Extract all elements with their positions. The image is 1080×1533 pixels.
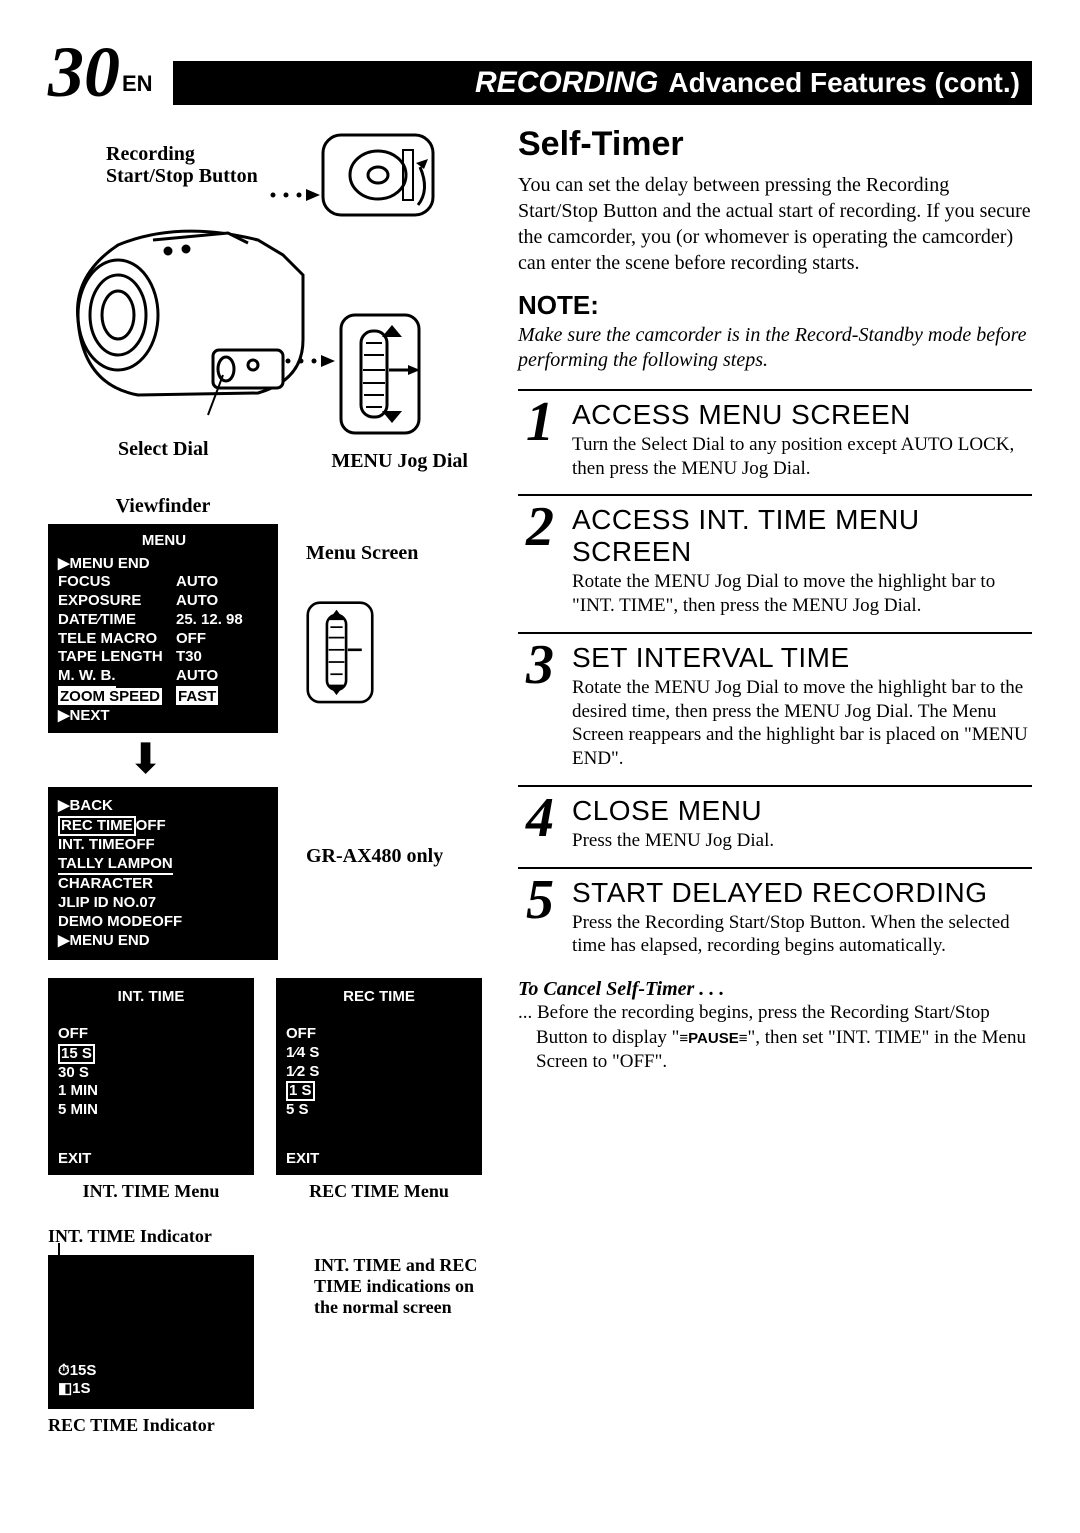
int-menu-exit: EXIT <box>58 1150 244 1169</box>
step-title: ACCESS MENU SCREEN <box>572 399 1032 431</box>
step-title: SET INTERVAL TIME <box>572 642 1032 674</box>
indicator-tick <box>58 1243 60 1255</box>
menu-row: ▶MENU END <box>58 555 270 574</box>
viewfinder-label: Viewfinder <box>48 495 278 518</box>
step: 2ACCESS INT. TIME MENU SCREENRotate the … <box>518 494 1032 632</box>
header-recording: RECORDING <box>475 66 658 100</box>
rec-menu-exit: EXIT <box>286 1150 472 1169</box>
grax-label: GR-AX480 only <box>306 845 443 868</box>
step-title: ACCESS INT. TIME MENU SCREEN <box>572 504 1032 568</box>
step: 5 START DELAYED RECORDINGPress the Record… <box>518 867 1032 973</box>
menu-jog-label: MENU Jog Dial <box>308 450 468 473</box>
step-number: 1 <box>518 399 562 481</box>
step-number: 2 <box>518 504 562 618</box>
menu-item: OFF <box>286 1025 472 1044</box>
step-text: Turn the Select Dial to any position exc… <box>572 433 1032 481</box>
rec-button-label: Recording Start/Stop Button <box>106 143 276 187</box>
menu-row: M. W. B.AUTO <box>58 667 270 688</box>
menu-item: 1 S <box>286 1081 472 1101</box>
rec-time-menu-caption: REC TIME Menu <box>276 1181 482 1202</box>
arrow-down-icon: ⬇ <box>48 739 478 781</box>
step: 4 CLOSE MENUPress the MENU Jog Dial. <box>518 785 1032 867</box>
camcorder-diagram: Recording Start/Stop Button <box>48 125 468 465</box>
cancel-body: ... Before the recording begins, press t… <box>518 1001 1032 1075</box>
page-number: 30 <box>48 40 120 105</box>
header-bar: RECORDING Advanced Features (cont.) <box>173 61 1032 105</box>
menu-screen-2: ▶BACKREC TIMEOFFINT. TIMEOFFTALLY LAMPON… <box>48 787 278 960</box>
menu-row: TALLY LAMPON <box>58 855 268 876</box>
menu-screen-label: Menu Screen <box>306 542 418 565</box>
select-dial-label: Select Dial <box>118 438 209 461</box>
int-time-menu: INT. TIME OFF15 S30 S1 MIN5 MIN EXIT <box>48 978 254 1174</box>
menu-item: 15 S <box>58 1044 244 1064</box>
menu-row: ▶BACK <box>58 797 268 816</box>
indicator-screen: ⏱15S ◧1S <box>48 1255 254 1409</box>
step-text: Rotate the MENU Jog Dial to move the hig… <box>572 570 1032 618</box>
step-text: Press the Recording Start/Stop Button. W… <box>572 911 1032 959</box>
self-timer-body: You can set the delay between pressing t… <box>518 172 1032 276</box>
int-time-menu-caption: INT. TIME Menu <box>48 1181 254 1202</box>
int-time-indicator-label: INT. TIME Indicator <box>48 1226 478 1247</box>
menu-item: 30 S <box>58 1064 244 1083</box>
menu-item: 1⁄4 S <box>286 1044 472 1063</box>
step-number: 3 <box>518 642 562 771</box>
self-timer-heading: Self-Timer <box>518 125 1032 164</box>
menu-row: TELE MACROOFF <box>58 630 270 649</box>
menu-row: FOCUSAUTO <box>58 573 270 592</box>
step-number: 4 <box>518 795 562 853</box>
step-number: 5 <box>518 877 562 959</box>
int-menu-title: INT. TIME <box>58 988 244 1007</box>
step-title: CLOSE MENU <box>572 795 1032 827</box>
jog-dial-small-icon <box>306 601 374 704</box>
menu-row: TAPE LENGTHT30 <box>58 648 270 667</box>
menu-row: ▶NEXT <box>58 707 270 726</box>
menu-row: ZOOM SPEEDFAST <box>58 688 270 707</box>
note-body: Make sure the camcorder is in the Record… <box>518 323 1032 373</box>
menu-row: JLIP ID NO.07 <box>58 894 268 913</box>
note-heading: NOTE: <box>518 290 1032 321</box>
pause-symbol: ≡PAUSE≡ <box>679 1030 747 1047</box>
indicator-line1: ⏱15S <box>58 1362 96 1379</box>
menu-row: REC TIMEOFF <box>58 816 268 836</box>
menu-item: 1 MIN <box>58 1082 244 1101</box>
menu-item: 5 MIN <box>58 1101 244 1120</box>
rec-time-indicator-label: REC TIME Indicator <box>48 1415 478 1436</box>
menu-screen-1: MENU ▶MENU ENDFOCUSAUTOEXPOSUREAUTODATE⁄… <box>48 524 278 734</box>
menu-row: CHARACTER <box>58 875 268 894</box>
menu1-title: MENU <box>58 532 270 551</box>
indicator-line2: ◧1S <box>58 1379 96 1397</box>
menu-row: EXPOSUREAUTO <box>58 592 270 611</box>
step: 1 ACCESS MENU SCREENTurn the Select Dial … <box>518 389 1032 495</box>
page-lang: EN <box>120 71 153 105</box>
menu-row: ▶MENU END <box>58 932 268 951</box>
step-text: Press the MENU Jog Dial. <box>572 829 1032 853</box>
cancel-heading: To Cancel Self-Timer . . . <box>518 978 1032 1001</box>
step-title: START DELAYED RECORDING <box>572 877 1032 909</box>
menu-row: DATE⁄TIME25. 12. 98 <box>58 611 270 630</box>
rec-menu-title: REC TIME <box>286 988 472 1007</box>
step: 3 SET INTERVAL TIMERotate the MENU Jog Di… <box>518 632 1032 785</box>
menu-row: INT. TIMEOFF <box>58 836 268 855</box>
menu-item: OFF <box>58 1025 244 1044</box>
indicator-side-text: INT. TIME and REC TIME indications on th… <box>314 1255 478 1318</box>
menu-item: 1⁄2 S <box>286 1063 472 1082</box>
header-advanced: Advanced Features (cont.) <box>668 67 1020 99</box>
step-text: Rotate the MENU Jog Dial to move the hig… <box>572 676 1032 771</box>
menu-row: DEMO MODEOFF <box>58 913 268 932</box>
rec-time-menu: REC TIME OFF1⁄4 S1⁄2 S1 S5 S EXIT <box>276 978 482 1174</box>
menu-item: 5 S <box>286 1101 472 1120</box>
